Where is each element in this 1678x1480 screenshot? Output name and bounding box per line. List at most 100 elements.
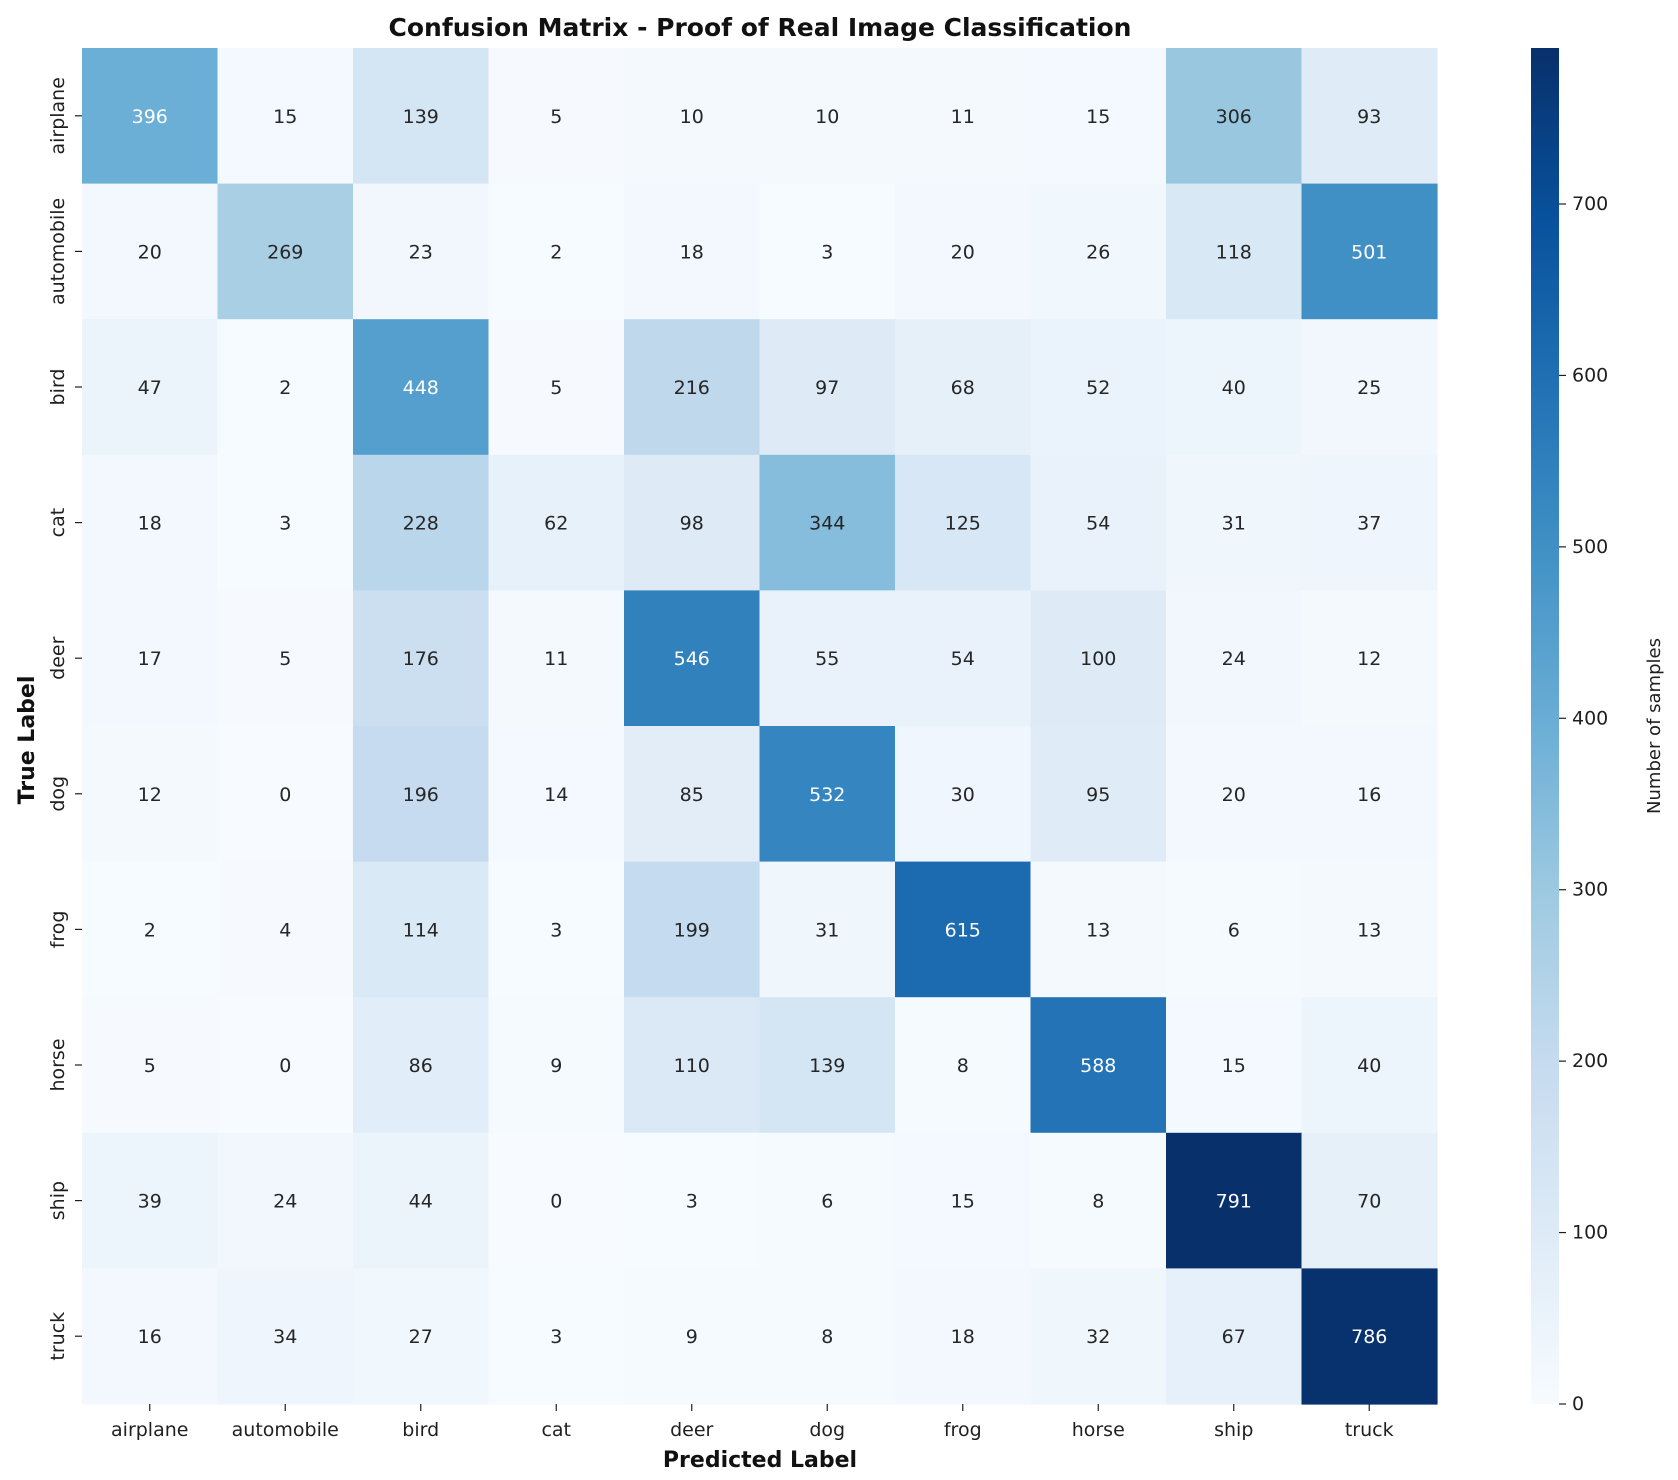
x-tick-label-ship: ship (1214, 1419, 1253, 1441)
heatmap-cell-truck-airplane (82, 1268, 219, 1405)
cell-value-automobile-horse: 26 (1086, 241, 1110, 263)
heatmap-cell-horse-frog (895, 997, 1032, 1134)
cell-value-ship-airplane: 39 (138, 1191, 162, 1213)
cell-value-frog-bird: 114 (403, 919, 439, 941)
cell-value-frog-airplane: 2 (144, 919, 156, 941)
colorbar-tick-label-100: 100 (1572, 1222, 1608, 1244)
cell-value-truck-ship: 67 (1222, 1326, 1246, 1348)
heatmap-cell-automobile-dog (759, 183, 896, 320)
cell-value-deer-airplane: 17 (138, 648, 162, 670)
cell-value-bird-ship: 40 (1222, 377, 1246, 399)
cell-value-airplane-frog: 11 (951, 106, 975, 128)
colorbar-tick-label-500: 500 (1572, 536, 1608, 558)
heatmap-cell-automobile-ship (1166, 183, 1303, 320)
cell-value-dog-cat: 14 (544, 784, 568, 806)
cell-value-deer-frog: 54 (951, 648, 975, 670)
cell-value-cat-deer: 98 (680, 513, 704, 535)
heatmap-cell-horse-deer (624, 997, 761, 1134)
heatmap-cell-ship-dog (759, 1132, 896, 1269)
y-tick-label-ship: ship (47, 1181, 69, 1220)
heatmap-cell-deer-truck (1301, 590, 1438, 727)
cell-value-horse-bird: 86 (409, 1055, 433, 1077)
heatmap-cell-bird-frog (895, 319, 1032, 456)
cell-value-deer-dog: 55 (815, 648, 839, 670)
heatmap-cell-dog-bird (353, 726, 490, 863)
x-tick-label-frog: frog (944, 1419, 982, 1441)
colorbar (1531, 48, 1559, 1404)
cell-value-horse-truck: 40 (1357, 1055, 1381, 1077)
colorbar-ticks: 0 100 200 300 400 500 600 700 (1559, 193, 1608, 1415)
y-tick-label-bird: bird (47, 369, 69, 406)
cell-value-horse-deer: 110 (674, 1055, 710, 1077)
cell-value-truck-horse: 32 (1086, 1326, 1110, 1348)
y-axis-ticks: airplane automobile bird cat deer dog frog hors… (47, 77, 82, 1361)
heatmap-cell-automobile-frog (895, 183, 1032, 320)
heatmap-cell-cat-ship (1166, 454, 1303, 591)
x-tick-label-dog: dog (809, 1419, 845, 1441)
cell-value-horse-airplane: 5 (144, 1055, 156, 1077)
heatmap-cell-frog-ship (1166, 861, 1303, 998)
heatmap-cell-truck-ship (1166, 1268, 1303, 1405)
cell-value-horse-cat: 9 (550, 1055, 562, 1077)
cell-value-frog-truck: 13 (1357, 919, 1381, 941)
heatmap-cell-horse-bird (353, 997, 490, 1134)
cell-value-cat-airplane: 18 (138, 513, 162, 535)
cell-value-dog-horse: 95 (1086, 784, 1110, 806)
heatmap-cell-automobile-airplane (82, 183, 219, 320)
heatmap-cell-dog-ship (1166, 726, 1303, 863)
cell-value-dog-deer: 85 (680, 784, 704, 806)
heatmap-cell-airplane-ship (1166, 48, 1303, 185)
heatmap-cell-truck-bird (353, 1268, 490, 1405)
heatmap-cell-ship-truck (1301, 1132, 1438, 1269)
cell-value-automobile-dog: 3 (821, 241, 833, 263)
heatmap-cell-frog-truck (1301, 861, 1438, 998)
heatmap-cell-bird-truck (1301, 319, 1438, 456)
heatmap-cell-bird-ship (1166, 319, 1303, 456)
cell-value-bird-deer: 216 (674, 377, 710, 399)
heatmap-cell-frog-deer (624, 861, 761, 998)
heatmap-cell-deer-ship (1166, 590, 1303, 727)
cell-value-cat-frog: 125 (945, 513, 981, 535)
heatmap-cell-automobile-deer (624, 183, 761, 320)
x-tick-label-airplane: airplane (111, 1419, 188, 1441)
heatmap-cell-cat-bird (353, 454, 490, 591)
heatmap-cell-airplane-cat (488, 48, 625, 185)
heatmap-cell-automobile-automobile (217, 183, 354, 320)
cell-value-automobile-cat: 2 (550, 241, 562, 263)
cell-value-bird-bird: 448 (403, 377, 439, 399)
heatmap-cell-horse-automobile (217, 997, 354, 1134)
heatmap-cell-deer-bird (353, 590, 490, 727)
heatmap-cell-cat-horse (1030, 454, 1167, 591)
cell-value-airplane-bird: 139 (403, 106, 439, 128)
heatmap-cell-horse-ship (1166, 997, 1303, 1134)
cell-value-frog-frog: 615 (945, 919, 981, 941)
cell-value-dog-automobile: 0 (279, 784, 291, 806)
heatmap-cell-ship-cat (488, 1132, 625, 1269)
cell-value-cat-horse: 54 (1086, 513, 1110, 535)
heatmap-cell-dog-frog (895, 726, 1032, 863)
cell-value-automobile-automobile: 269 (267, 241, 303, 263)
cell-value-ship-cat: 0 (550, 1191, 562, 1213)
colorbar-title: Number of samples (1644, 638, 1665, 814)
heatmap-cell-bird-cat (488, 319, 625, 456)
cell-value-airplane-deer: 10 (680, 106, 704, 128)
heatmap-cell-frog-airplane (82, 861, 219, 998)
cell-value-frog-automobile: 4 (279, 919, 291, 941)
heatmap-cell-airplane-automobile (217, 48, 354, 185)
heatmap-cell-dog-horse (1030, 726, 1167, 863)
y-tick-label-frog: frog (47, 911, 69, 949)
heatmap-cell-truck-dog (759, 1268, 896, 1405)
heatmap-cell-truck-frog (895, 1268, 1032, 1405)
heatmap-cell-airplane-horse (1030, 48, 1167, 185)
cell-value-dog-airplane: 12 (138, 784, 162, 806)
cell-value-airplane-dog: 10 (815, 106, 839, 128)
cell-value-cat-bird: 228 (403, 513, 439, 535)
heatmap-cell-truck-truck (1301, 1268, 1438, 1405)
cell-value-truck-cat: 3 (550, 1326, 562, 1348)
y-tick-label-horse: horse (47, 1038, 69, 1091)
cell-value-dog-bird: 196 (403, 784, 439, 806)
y-tick-label-truck: truck (47, 1312, 69, 1361)
